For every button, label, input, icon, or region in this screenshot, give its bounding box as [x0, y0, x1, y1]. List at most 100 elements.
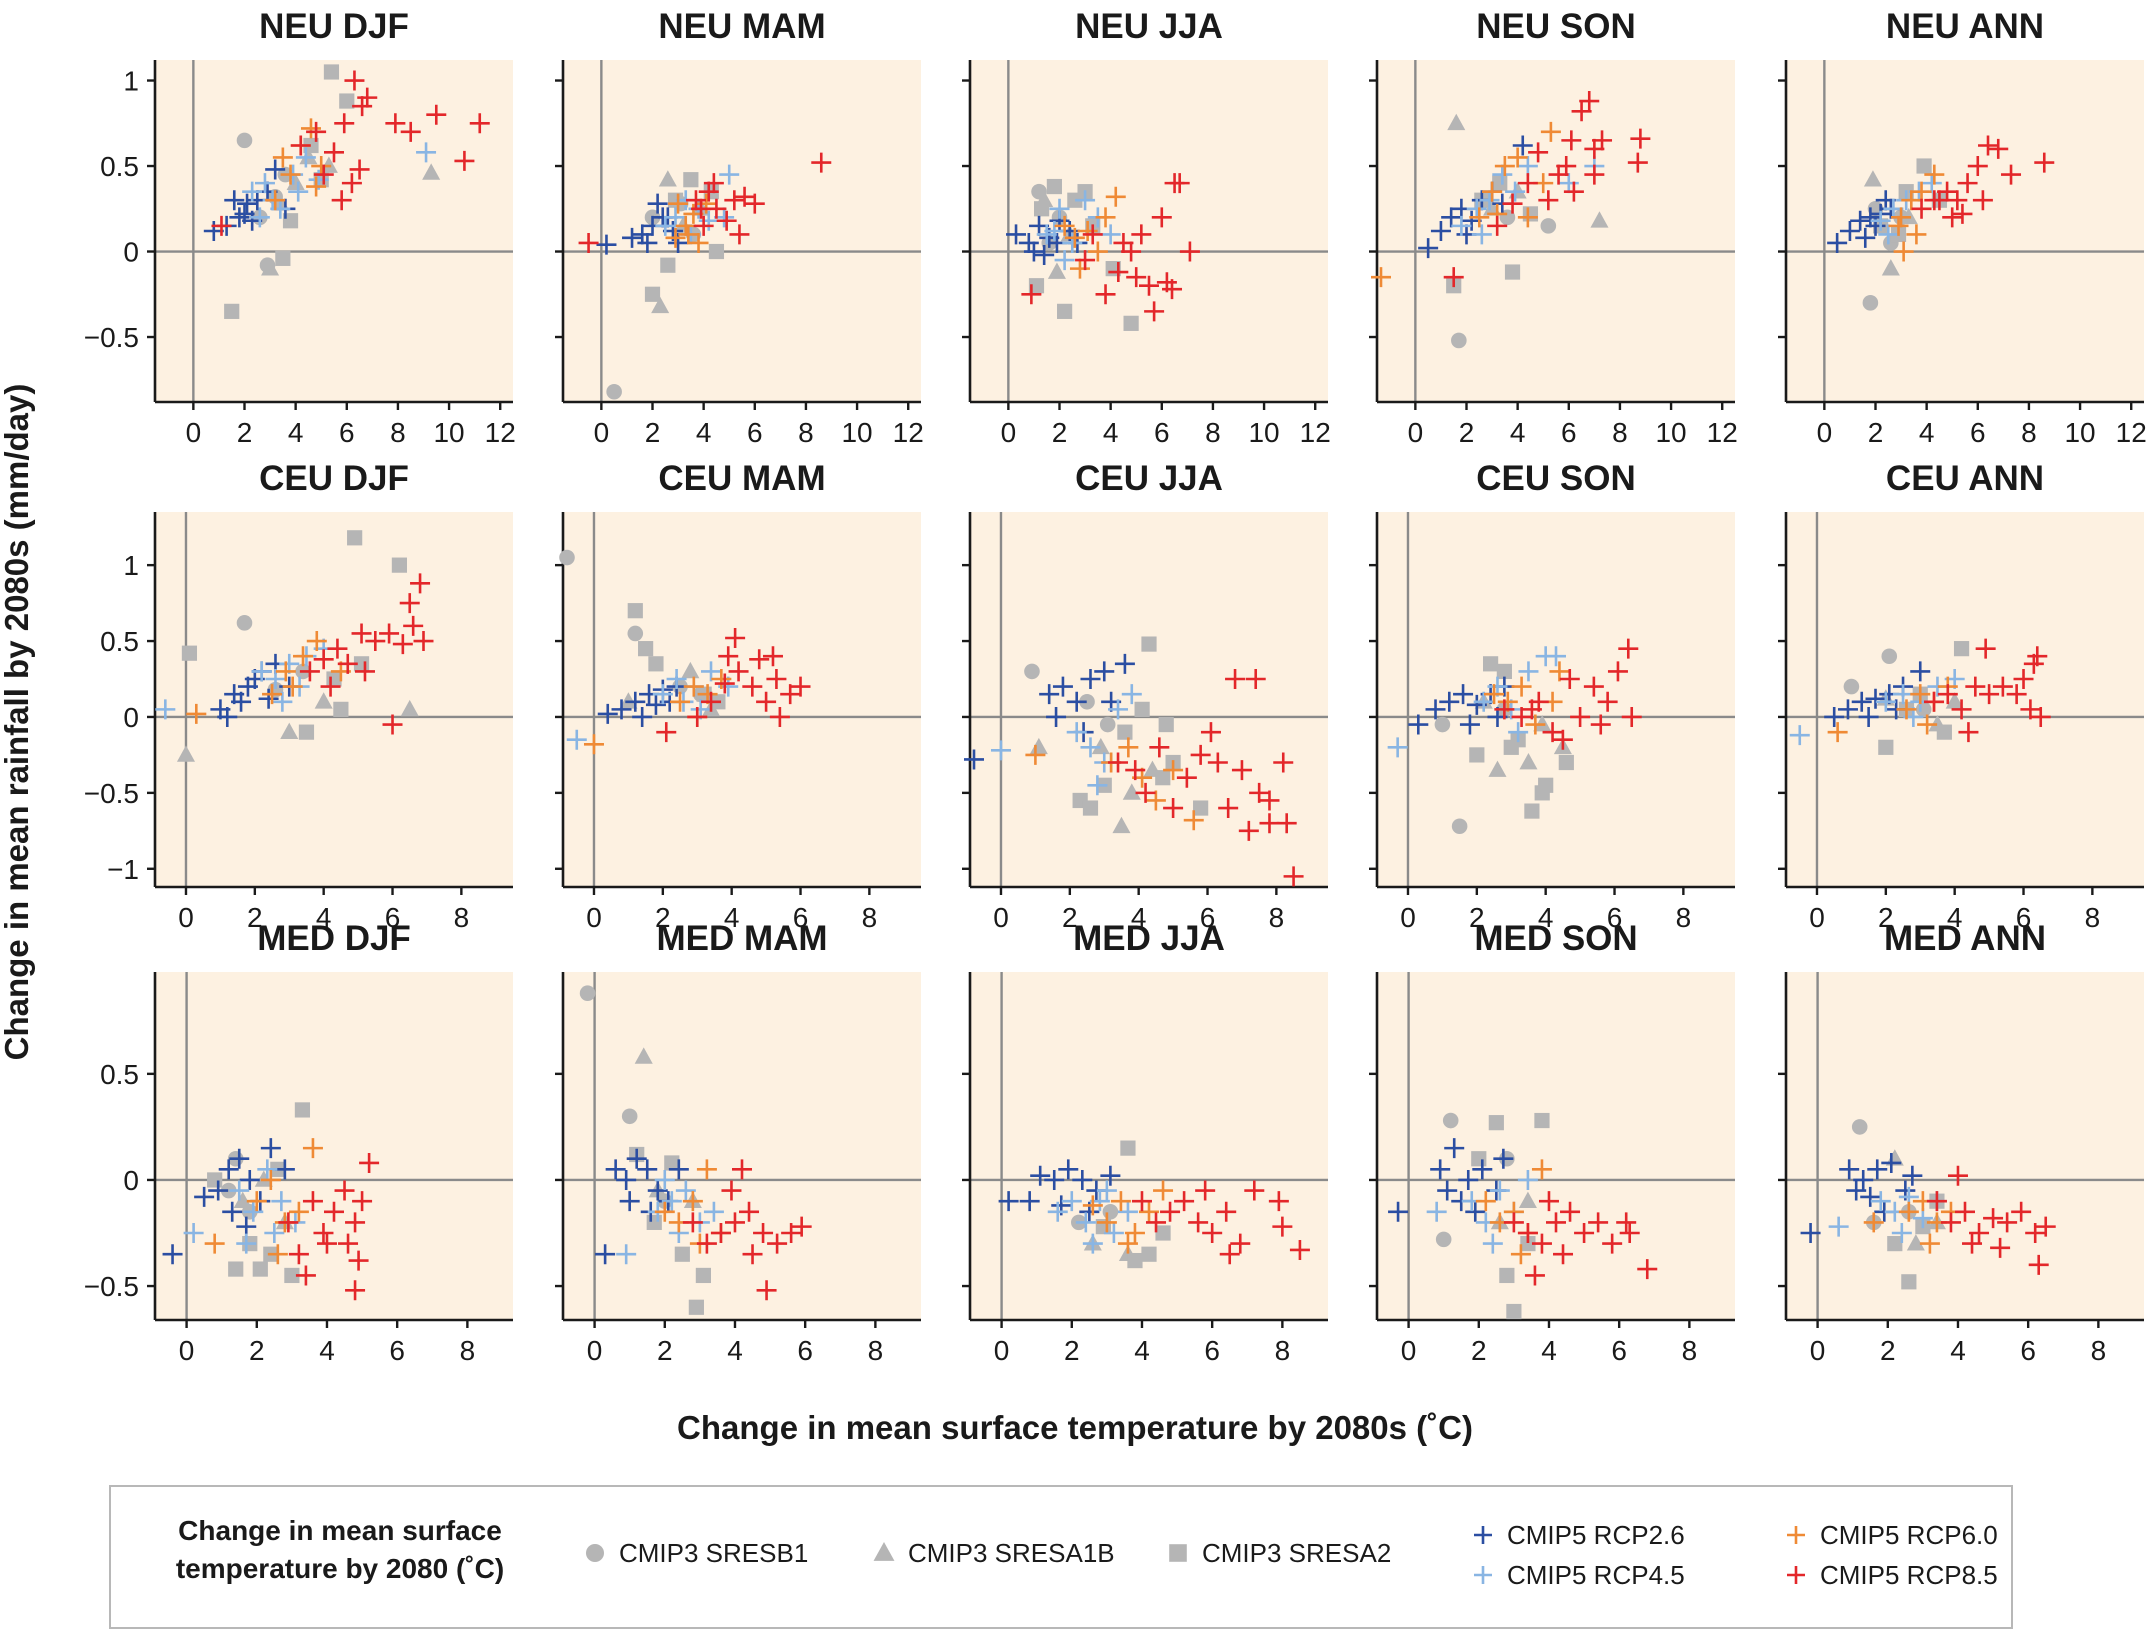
- data-point: [236, 1233, 257, 1254]
- data-point: [410, 573, 431, 594]
- data-point: [681, 661, 700, 679]
- data-point: [1039, 684, 1060, 705]
- data-point: [595, 1244, 616, 1265]
- data-point: [1637, 1259, 1658, 1280]
- data-point: [313, 649, 334, 670]
- data-point: [1630, 128, 1651, 149]
- data-point: [1499, 1267, 1515, 1284]
- data-point: [1911, 181, 1932, 202]
- data-point: [2025, 1223, 2046, 1243]
- data-point: [725, 628, 746, 649]
- data-point: [1195, 1180, 1216, 1201]
- data-point: [1561, 130, 1582, 151]
- data-point: [666, 669, 687, 690]
- data-point: [1112, 816, 1131, 834]
- data-point: [1151, 207, 1172, 228]
- data-point: [1953, 641, 1970, 657]
- data-point: [204, 1233, 225, 1254]
- data-point: [298, 724, 315, 740]
- data-point: [1588, 1212, 1609, 1233]
- data-point: [611, 699, 632, 720]
- data-point: [1238, 820, 1259, 841]
- data-point: [1388, 1201, 1409, 1222]
- data-point: [1828, 1216, 1849, 1237]
- data-point: [236, 615, 253, 631]
- data-point: [1492, 164, 1513, 185]
- data-point: [644, 286, 661, 302]
- data-point: [1511, 706, 1532, 727]
- data-point: [1283, 866, 1304, 887]
- data-point: [313, 1223, 334, 1243]
- data-point: [718, 646, 739, 667]
- plot-area: [563, 60, 921, 402]
- data-point: [1556, 156, 1577, 177]
- data-point: [1451, 332, 1467, 349]
- data-point: [1607, 661, 1628, 682]
- data-point: [1100, 1165, 1121, 1186]
- series-cmip5-rcp8-5: [299, 573, 434, 735]
- data-point: [622, 227, 643, 248]
- data-point: [327, 638, 348, 659]
- data-point: [176, 745, 196, 762]
- x-tick-label: 4: [1919, 417, 1935, 448]
- data-point: [687, 706, 708, 727]
- series-cmip5-rcp6-0: [1888, 164, 1945, 262]
- data-point: [766, 669, 787, 690]
- data-point: [1176, 767, 1197, 788]
- panel-med-mam: MED MAM 0 2 4 6 8: [555, 919, 921, 1366]
- x-tick-label: 6: [1611, 1335, 1627, 1366]
- series-cmip5-rcp8-5: [1926, 1165, 2056, 1275]
- data-point: [1124, 1223, 1145, 1243]
- y-tick-label: 1: [123, 550, 139, 581]
- x-tick-label: 8: [390, 417, 406, 448]
- x-tick-label: 0: [594, 417, 610, 448]
- data-point: [1502, 193, 1523, 214]
- x-tick-label: 4: [1103, 417, 1119, 448]
- data-point: [260, 1138, 281, 1159]
- data-point: [334, 1180, 355, 1201]
- data-point: [1560, 1201, 1581, 1222]
- data-point: [1458, 1169, 1479, 1190]
- series-cmip5-rcp2-6: [596, 193, 689, 255]
- data-point: [1066, 722, 1087, 743]
- data-point: [1619, 1223, 1640, 1243]
- data-point: [1965, 676, 1986, 697]
- panel-title: NEU ANN: [1886, 7, 2044, 46]
- panel-title: MED SON: [1474, 919, 1637, 958]
- data-point: [1893, 684, 1914, 705]
- data-point: [162, 1244, 183, 1265]
- data-point: [1899, 207, 1918, 225]
- data-point: [357, 87, 378, 108]
- data-point: [345, 1212, 366, 1233]
- x-tick-label: 0: [993, 902, 1009, 933]
- y-tick-label: 0: [123, 237, 139, 268]
- data-point: [1863, 1212, 1884, 1233]
- data-point: [1006, 224, 1027, 245]
- data-point: [278, 1212, 299, 1233]
- data-point: [1218, 798, 1239, 819]
- data-point: [619, 692, 638, 709]
- series-cmip3-sresb1: [1843, 648, 1932, 718]
- data-point: [1080, 669, 1101, 690]
- data-point: [1451, 818, 1468, 835]
- x-tick-label: 0: [178, 902, 194, 933]
- data-point: [392, 634, 413, 655]
- data-point: [1439, 691, 1460, 712]
- data-point: [271, 1191, 292, 1212]
- data-point: [300, 118, 321, 139]
- data-point: [1077, 221, 1098, 241]
- data-point: [469, 113, 490, 134]
- x-tick-label: 0: [1001, 417, 1017, 448]
- data-point: [627, 603, 643, 619]
- data-point: [1139, 1201, 1159, 1222]
- data-point: [668, 193, 689, 214]
- data-point: [1435, 1231, 1452, 1248]
- data-point: [1087, 775, 1108, 796]
- data-point: [1592, 130, 1613, 151]
- panel-neu-mam: NEU MAM 0 2 4 6 8 10 12: [555, 7, 924, 448]
- y-tick-label: −1: [107, 854, 139, 885]
- y-tick-label: 0.5: [100, 1059, 139, 1090]
- data-point: [1044, 221, 1065, 241]
- data-point: [207, 1172, 223, 1188]
- series-cmip5-rcp8-5: [278, 1152, 380, 1301]
